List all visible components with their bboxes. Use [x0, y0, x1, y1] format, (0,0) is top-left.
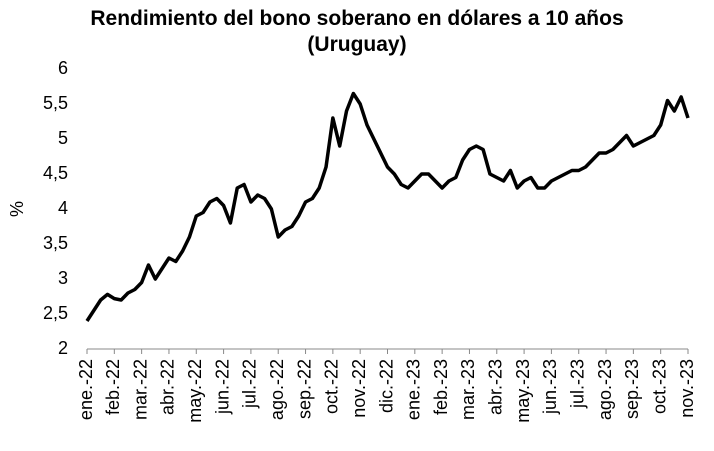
x-tick-label: mar.-23 — [458, 359, 478, 420]
x-tick-label: sep.-22 — [294, 359, 314, 419]
y-tick-label: 5,5 — [43, 93, 68, 113]
x-tick-label: feb.-22 — [103, 359, 123, 415]
x-tick-label: sep.-23 — [622, 359, 642, 419]
x-tick-label: nov.-23 — [677, 359, 697, 418]
y-tick-label: 4,5 — [43, 163, 68, 183]
y-tick-label: 5 — [58, 128, 68, 148]
y-axis-label: % — [7, 201, 27, 217]
y-tick-label: 6 — [58, 58, 68, 78]
x-tick-label: ago.-23 — [595, 359, 615, 420]
x-tick-label: ene.-22 — [76, 359, 96, 420]
y-tick-label: 2 — [58, 338, 68, 358]
y-tick-label: 4 — [58, 198, 68, 218]
chart-title: Rendimiento del bono soberano en dólares… — [90, 7, 624, 56]
x-tick-label: ago.-22 — [267, 359, 287, 420]
x-tick-label: dic.-22 — [376, 359, 396, 413]
x-tick-label: jul.-23 — [567, 359, 587, 409]
y-tick-label: 3,5 — [43, 233, 68, 253]
x-tick-label: jul.-22 — [240, 359, 260, 409]
line — [85, 91, 690, 322]
x-tick-label: feb.-23 — [431, 359, 451, 415]
x-tick-label: oct.-23 — [649, 359, 669, 414]
x-tick-label: mar.-22 — [130, 359, 150, 420]
x-tick-label: abr.-22 — [158, 359, 178, 415]
y-tick-label: 3 — [58, 268, 68, 288]
x-tick-label: jun.-23 — [540, 359, 560, 415]
x-tick-label: jun.-22 — [212, 359, 232, 415]
x-tick-label: abr.-23 — [486, 359, 506, 415]
y-tick-label: 2,5 — [43, 303, 68, 323]
x-tick-label: may.-23 — [513, 359, 533, 423]
x-tick-label: may.-22 — [185, 359, 205, 423]
x-tick-label: nov.-22 — [349, 359, 369, 418]
x-tick-label: ene.-23 — [404, 359, 424, 420]
x-tick-label: oct.-22 — [322, 359, 342, 414]
